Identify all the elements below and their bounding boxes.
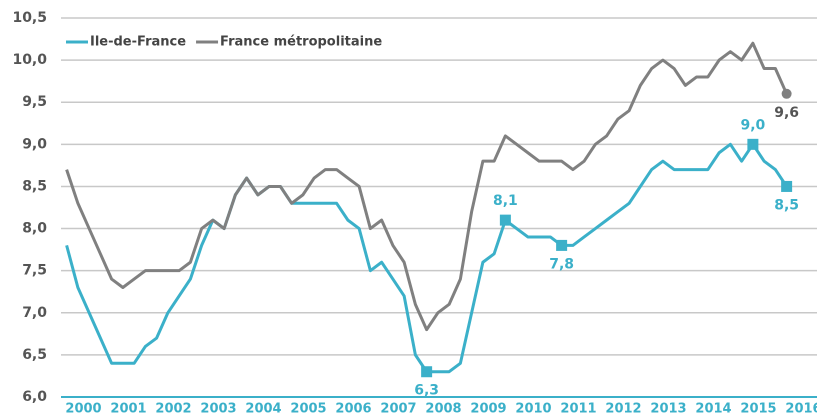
y-tick-label: 8,0	[22, 221, 47, 237]
point-marker	[781, 88, 792, 99]
x-tick-label: 2012	[605, 402, 641, 416]
y-tick-label: 6,5	[22, 347, 47, 363]
value-label: 6,3	[414, 383, 439, 399]
y-tick-label: 6,0	[22, 389, 47, 405]
x-tick-label: 2009	[470, 402, 506, 416]
x-tick-label: 2005	[290, 402, 326, 416]
x-tick-label: 2015	[740, 402, 776, 416]
point-marker	[499, 214, 511, 226]
x-tick-label: 2002	[155, 402, 191, 416]
value-label: 7,8	[549, 256, 574, 272]
y-tick-label: 9,0	[22, 136, 47, 152]
value-label: 8,5	[774, 197, 799, 213]
legend-label: Ile-de-France	[90, 35, 186, 50]
x-tick-label: 2004	[245, 402, 281, 416]
y-tick-label: 8,5	[22, 178, 47, 194]
x-tick-label: 2014	[695, 402, 731, 416]
x-tick-label: 2006	[335, 402, 371, 416]
value-label: 9,6	[774, 105, 799, 121]
y-tick-label: 7,0	[22, 305, 47, 321]
x-tick-label: 2001	[110, 402, 146, 416]
y-tick-label: 10,5	[12, 10, 47, 26]
x-tick-label: 2008	[425, 402, 461, 416]
legend-label: France métropolitaine	[220, 35, 382, 50]
value-label: 8,1	[493, 193, 518, 209]
series-line	[65, 41, 788, 332]
x-tick-label: 2011	[560, 402, 596, 416]
point-marker	[421, 366, 433, 378]
x-tick-label: 2010	[515, 402, 551, 416]
y-tick-label: 7,5	[22, 263, 47, 279]
y-tick-label: 9,5	[22, 94, 47, 110]
series-line	[65, 142, 788, 374]
value-label: 9,0	[740, 117, 765, 133]
x-tick-label: 2007	[380, 402, 416, 416]
point-marker	[556, 239, 568, 251]
x-tick-label: 2000	[65, 402, 101, 416]
point-marker	[781, 180, 793, 192]
point-marker	[747, 138, 759, 150]
x-tick-label: 2013	[650, 402, 686, 416]
y-tick-label: 10,0	[12, 52, 47, 68]
x-tick-label: 2003	[200, 402, 236, 416]
